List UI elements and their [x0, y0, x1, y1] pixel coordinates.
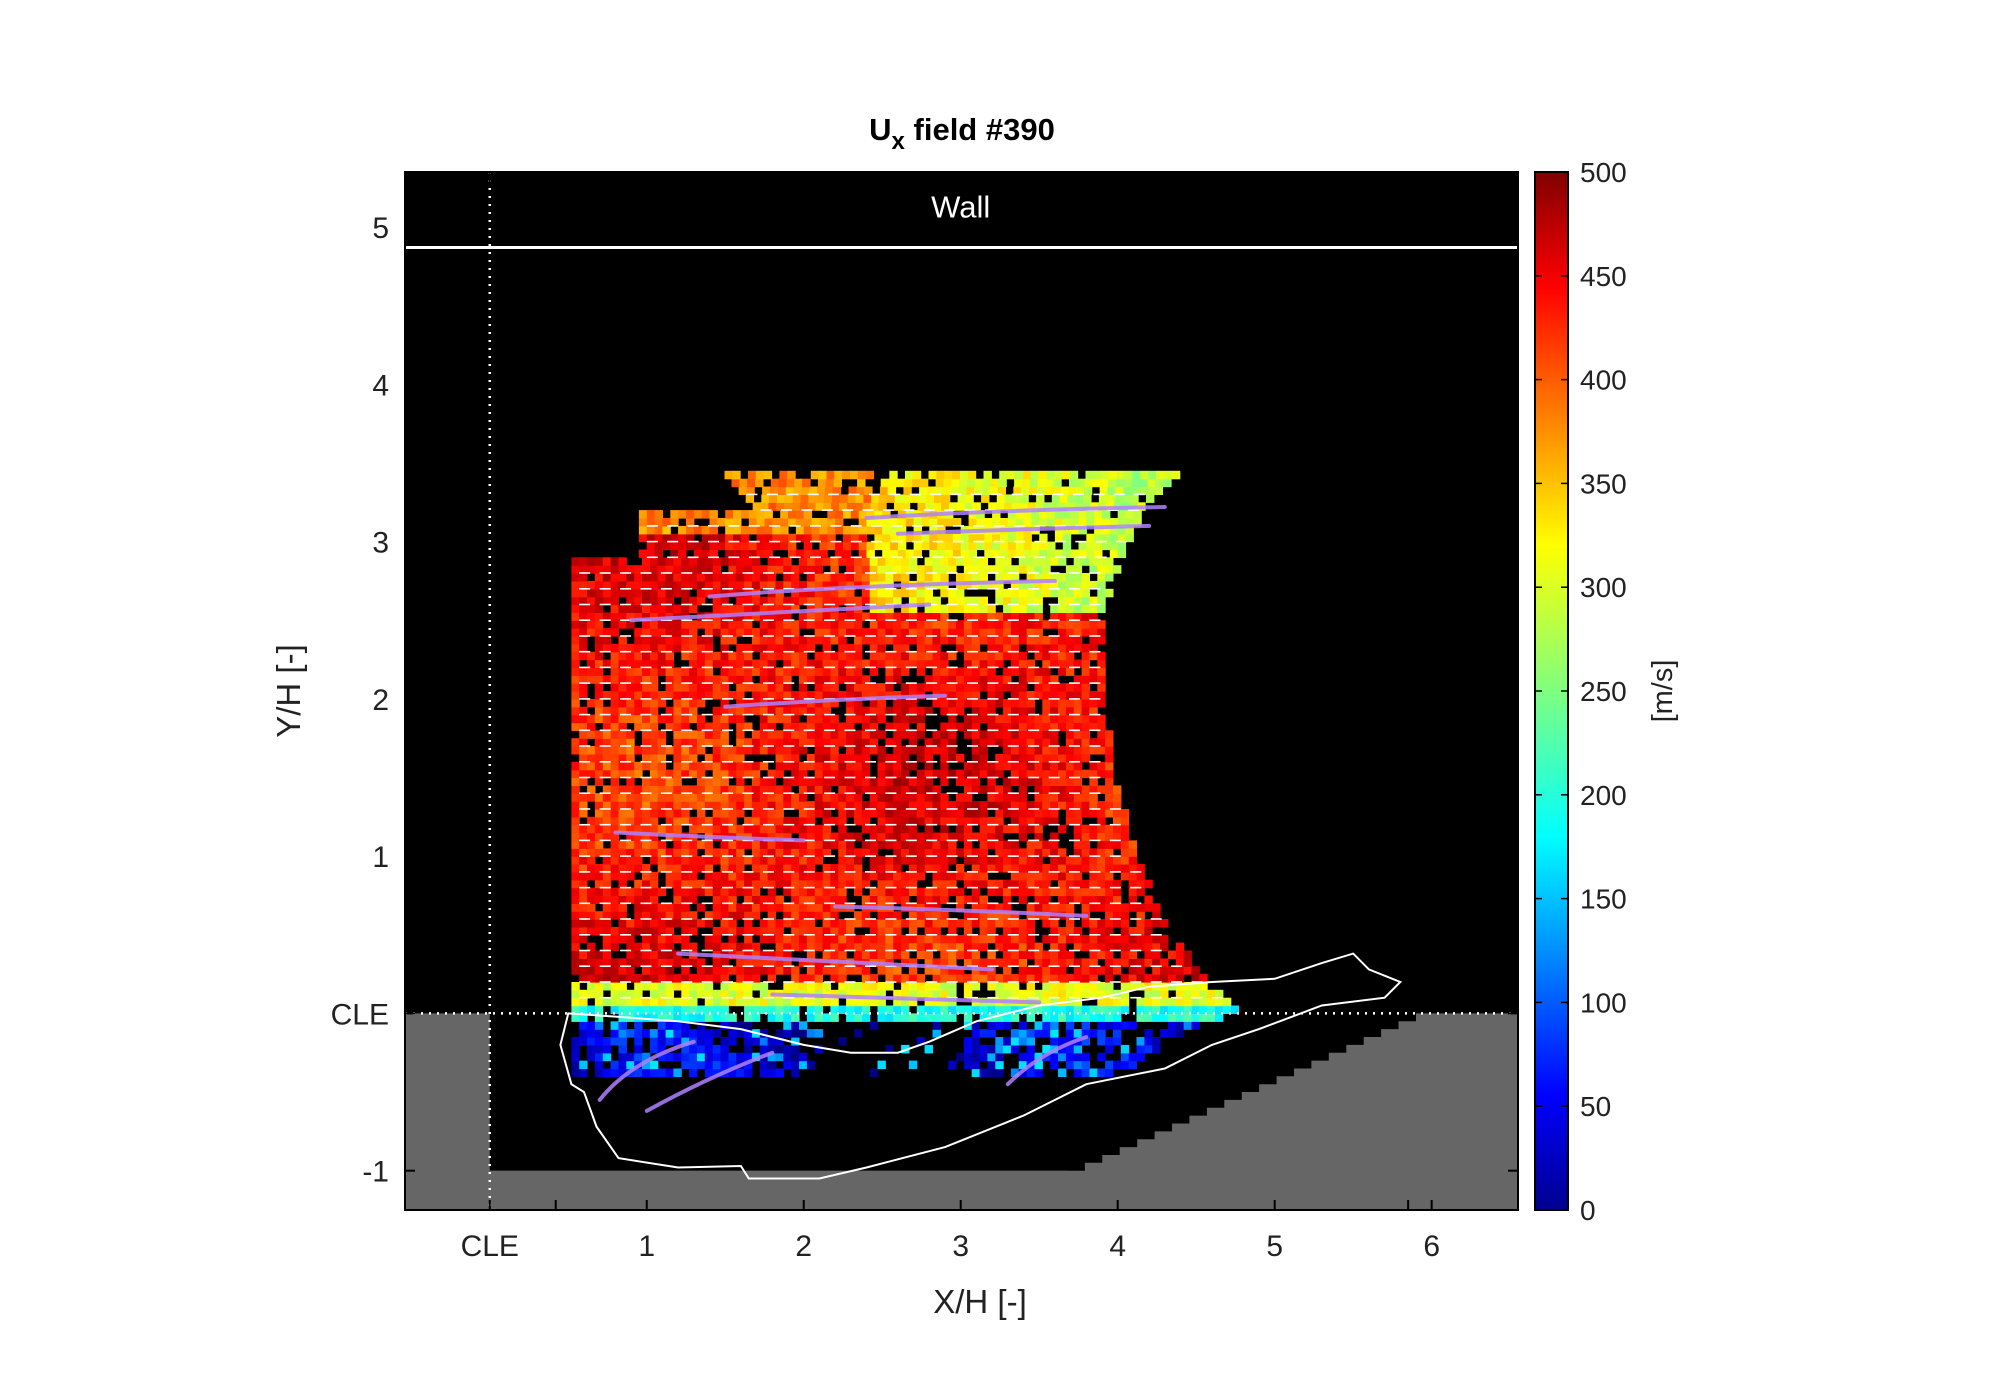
streamlines — [597, 505, 1167, 1113]
plot-area — [405, 172, 1518, 1210]
x-tick-label: 4 — [1109, 1230, 1126, 1263]
recirculation-contour — [559, 952, 1403, 1180]
solid-geometry — [405, 1013, 1518, 1210]
title-main: U — [869, 112, 891, 147]
colorbar-tick-label: 250 — [1580, 676, 1627, 707]
x-axis-label: X/H [-] — [933, 1283, 1027, 1320]
y-tick-label: -1 — [362, 1156, 389, 1189]
title-subscript: x — [892, 128, 906, 155]
colorbar-tick-label: 100 — [1580, 987, 1627, 1018]
x-axis: CLE 1 2 3 4 5 6 — [461, 172, 1440, 1263]
colorbar-tick-label: 0 — [1580, 1195, 1596, 1226]
y-tick-label: 1 — [372, 841, 389, 874]
colorbar-tick-label: 400 — [1580, 365, 1627, 396]
x-tick-label: 6 — [1423, 1230, 1440, 1263]
colorbar-tick-label: 350 — [1580, 468, 1627, 499]
chart-title: Ux field #390 — [869, 112, 1055, 155]
x-tick-label: 5 — [1266, 1230, 1283, 1263]
colorbar-tick-label: 200 — [1580, 780, 1627, 811]
title-rest: field #390 — [905, 112, 1055, 147]
y-axis-label: Y/H [-] — [270, 644, 307, 738]
y-tick-label: 2 — [372, 684, 389, 717]
colorbar-tick-label: 150 — [1580, 884, 1627, 915]
wall-label: Wall — [931, 189, 990, 224]
colorbar-label: [m/s] — [1647, 660, 1679, 723]
colorbar-ticks: 0 50 100 150 200 250 300 350 400 450 500 — [1535, 157, 1627, 1226]
x-tick-label: 3 — [952, 1230, 969, 1263]
colorbar-tick-label: 300 — [1580, 572, 1627, 603]
x-tick-label: 1 — [638, 1230, 655, 1263]
colorbar-tick-label: 50 — [1580, 1091, 1611, 1122]
velocity-vectors — [579, 493, 1223, 999]
x-tick-label: 2 — [795, 1230, 812, 1263]
y-axis: -1 CLE 1 2 3 4 5 — [331, 212, 1518, 1189]
colorbar-tick-label: 500 — [1580, 157, 1627, 188]
y-tick-label: 3 — [372, 527, 389, 560]
colorbar-tick-label: 450 — [1580, 261, 1627, 292]
x-tick-label: CLE — [461, 1230, 519, 1263]
colorbar: 0 50 100 150 200 250 300 350 400 450 500 [m/s] — [1534, 157, 1679, 1226]
y-tick-label: CLE — [331, 998, 389, 1031]
y-tick-label: 4 — [372, 369, 389, 402]
y-tick-label: 5 — [372, 212, 389, 245]
